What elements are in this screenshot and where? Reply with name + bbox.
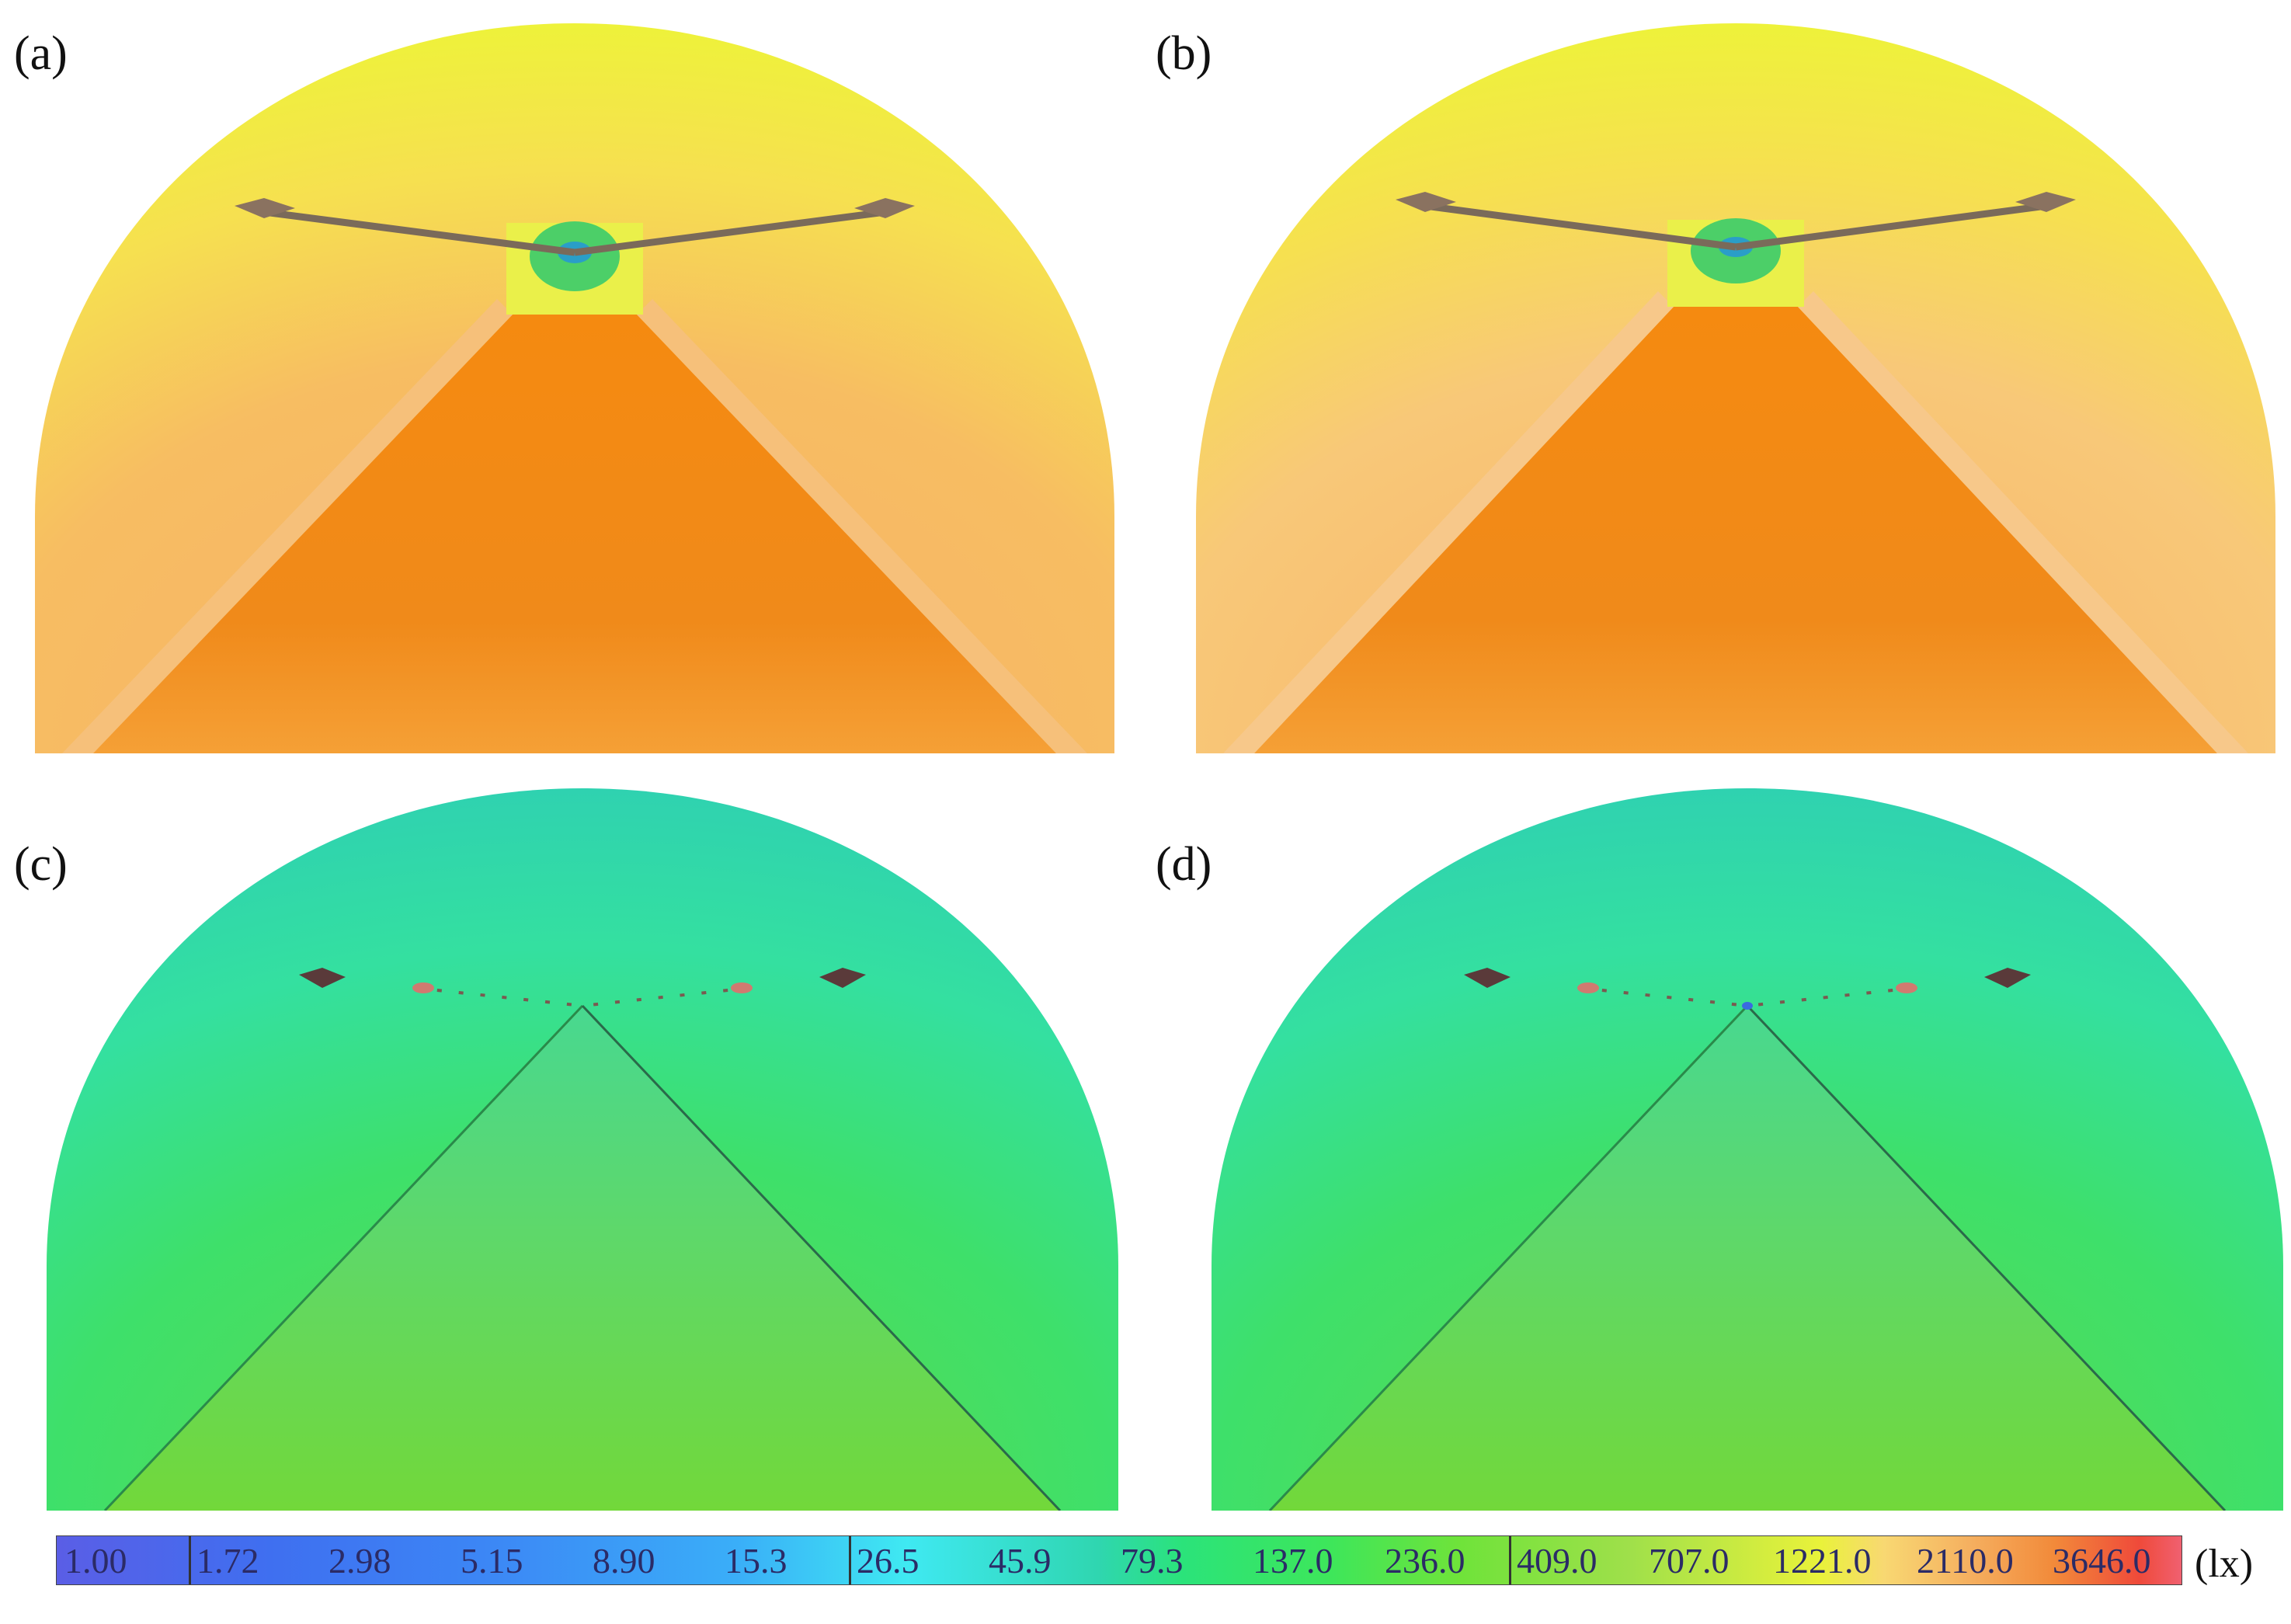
panel-label-a: (a) [14, 27, 68, 80]
tunnel-render-c [47, 788, 1118, 1511]
luminaire-left-b [1396, 192, 1456, 212]
colorbar-tick: 409.0 [1517, 1541, 1597, 1581]
panel-d [1208, 784, 2287, 1511]
luminaire-left-d [1464, 968, 1511, 988]
panel-b [1192, 19, 2279, 753]
left-luminaire-row-b [1424, 202, 1737, 251]
luminaire-small-left-c [412, 982, 434, 993]
left-walkway-a [62, 299, 513, 753]
panel-c [43, 784, 1122, 1511]
colorbar-tick: 2.98 [329, 1541, 391, 1581]
right-walkway-b [1798, 291, 2248, 753]
road-c [105, 1006, 1060, 1511]
tunnel-render-b [1196, 23, 2275, 753]
panel-label-d: (d) [1156, 838, 1212, 891]
colorbar-tick: 79.3 [1121, 1541, 1184, 1581]
luminaire-right-a [854, 198, 915, 218]
luminaire-left-c [299, 968, 346, 988]
left-road-edge-d [1268, 1004, 1749, 1511]
road-a [93, 315, 1056, 753]
colorbar-separator-2 [849, 1536, 851, 1584]
tunnel-render-a [35, 23, 1114, 753]
colorbar-tick: 707.0 [1649, 1541, 1730, 1581]
panel-label-b: (b) [1156, 27, 1212, 80]
colorbar-tick: 8.90 [593, 1541, 655, 1581]
luminaire-small-right-d [1896, 982, 1917, 993]
colorbar-tick: 236.0 [1385, 1541, 1465, 1581]
colorbar-tick: 26.5 [857, 1541, 920, 1581]
left-luminaire-row-a [263, 208, 575, 256]
colorbar-tick: 5.15 [461, 1541, 523, 1581]
colorbar-tick: 3646.0 [2053, 1541, 2151, 1581]
luminaire-small-right-c [731, 982, 753, 993]
right-luminaire-row-b [1735, 202, 2047, 251]
vanishing-point-d [1742, 1002, 1753, 1010]
left-road-edge-c [103, 1004, 584, 1511]
right-luminaire-row-a [574, 208, 886, 256]
luminaire-right-d [1984, 968, 2031, 988]
colorbar-tick: 1221.0 [1773, 1541, 1872, 1581]
colorbar-tick: 45.9 [989, 1541, 1052, 1581]
panel-label-c: (c) [14, 838, 68, 891]
luminaire-small-left-d [1577, 982, 1599, 993]
right-road-edge-c [581, 1004, 1062, 1511]
colorbar-tick: 2110.0 [1917, 1541, 2014, 1581]
luminaire-right-c [819, 968, 866, 988]
luminaire-left-a [235, 198, 295, 218]
colorbar-tick: 137.0 [1253, 1541, 1333, 1581]
colorbar-tick: 1.00 [64, 1541, 127, 1581]
road-d [1270, 1006, 2225, 1511]
tunnel-render-d [1212, 788, 2283, 1511]
colorbar-tick: 15.3 [725, 1541, 787, 1581]
colorbar-separator-3 [1509, 1536, 1511, 1584]
right-walkway-a [637, 299, 1087, 753]
colorbar-tick: 1.72 [196, 1541, 259, 1581]
colorbar-unit-label: (lx) [2195, 1542, 2254, 1586]
luminaire-right-b [2015, 192, 2076, 212]
colorbar-separator-1 [189, 1536, 191, 1584]
road-b [1254, 307, 2217, 753]
illuminance-colorbar: 1.00 1.72 2.98 5.15 8.90 15.3 26.5 45.9 … [56, 1535, 2182, 1585]
panel-a [31, 19, 1118, 753]
left-walkway-b [1223, 291, 1674, 753]
right-road-edge-d [1746, 1004, 2227, 1511]
